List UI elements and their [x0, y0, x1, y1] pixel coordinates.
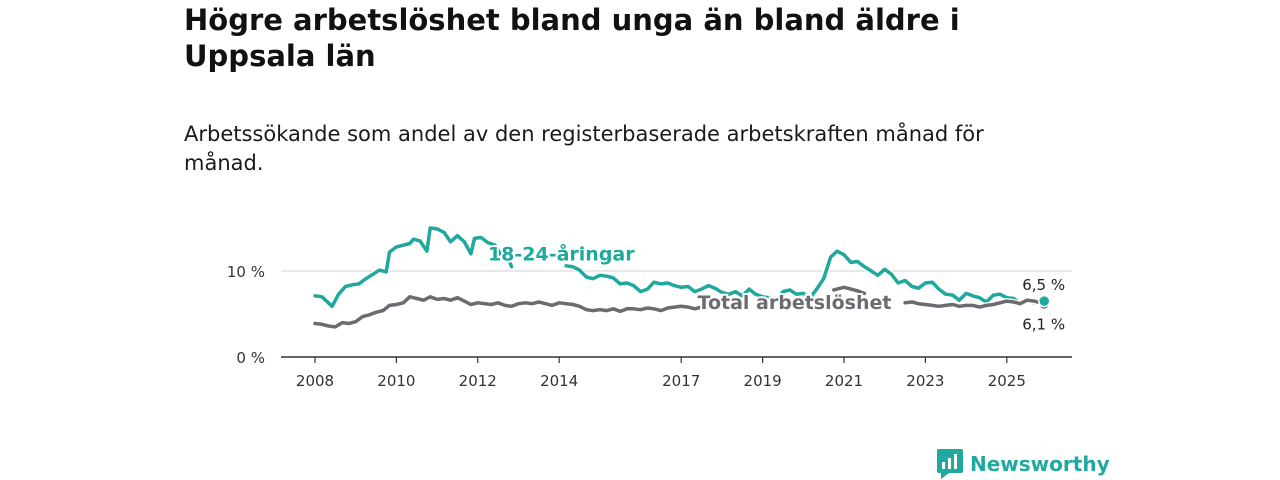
series-annotation-total: Total arbetslöshet	[698, 292, 892, 314]
series-line	[832, 285, 867, 296]
end-label-total: 6,1 %	[1022, 316, 1065, 334]
newsworthy-logo[interactable]: Newsworthy	[937, 449, 1110, 479]
chart-title: Högre arbetslöshet bland unga än bland ä…	[184, 3, 960, 73]
series-line	[903, 298, 1046, 309]
bar-chart-logo-icon	[937, 449, 963, 479]
series-line	[313, 295, 704, 329]
x-tick-label: 2010	[377, 372, 415, 390]
y-tick-label: 0 %	[236, 349, 265, 367]
x-tick-label: 2021	[825, 372, 863, 390]
x-tick-label: 2008	[296, 372, 334, 390]
x-tick-label: 2014	[540, 372, 578, 390]
logo-text: Newsworthy	[970, 452, 1110, 476]
end-label-youth: 6,5 %	[1022, 276, 1065, 294]
end-point-youth	[1037, 294, 1051, 308]
series-annotation-youth: 18-24-åringar	[488, 242, 635, 266]
x-tick-label: 2023	[906, 372, 944, 390]
x-tick-label: 2017	[662, 372, 700, 390]
y-tick-label: 10 %	[227, 263, 265, 281]
x-tick-label: 2012	[459, 372, 497, 390]
series-line	[564, 249, 1046, 306]
x-tick-label: 2019	[744, 372, 782, 390]
x-tick-label: 2025	[988, 372, 1026, 390]
chart-subtitle: Arbetssökande som andel av den registerb…	[184, 122, 984, 175]
series-line	[313, 226, 514, 309]
